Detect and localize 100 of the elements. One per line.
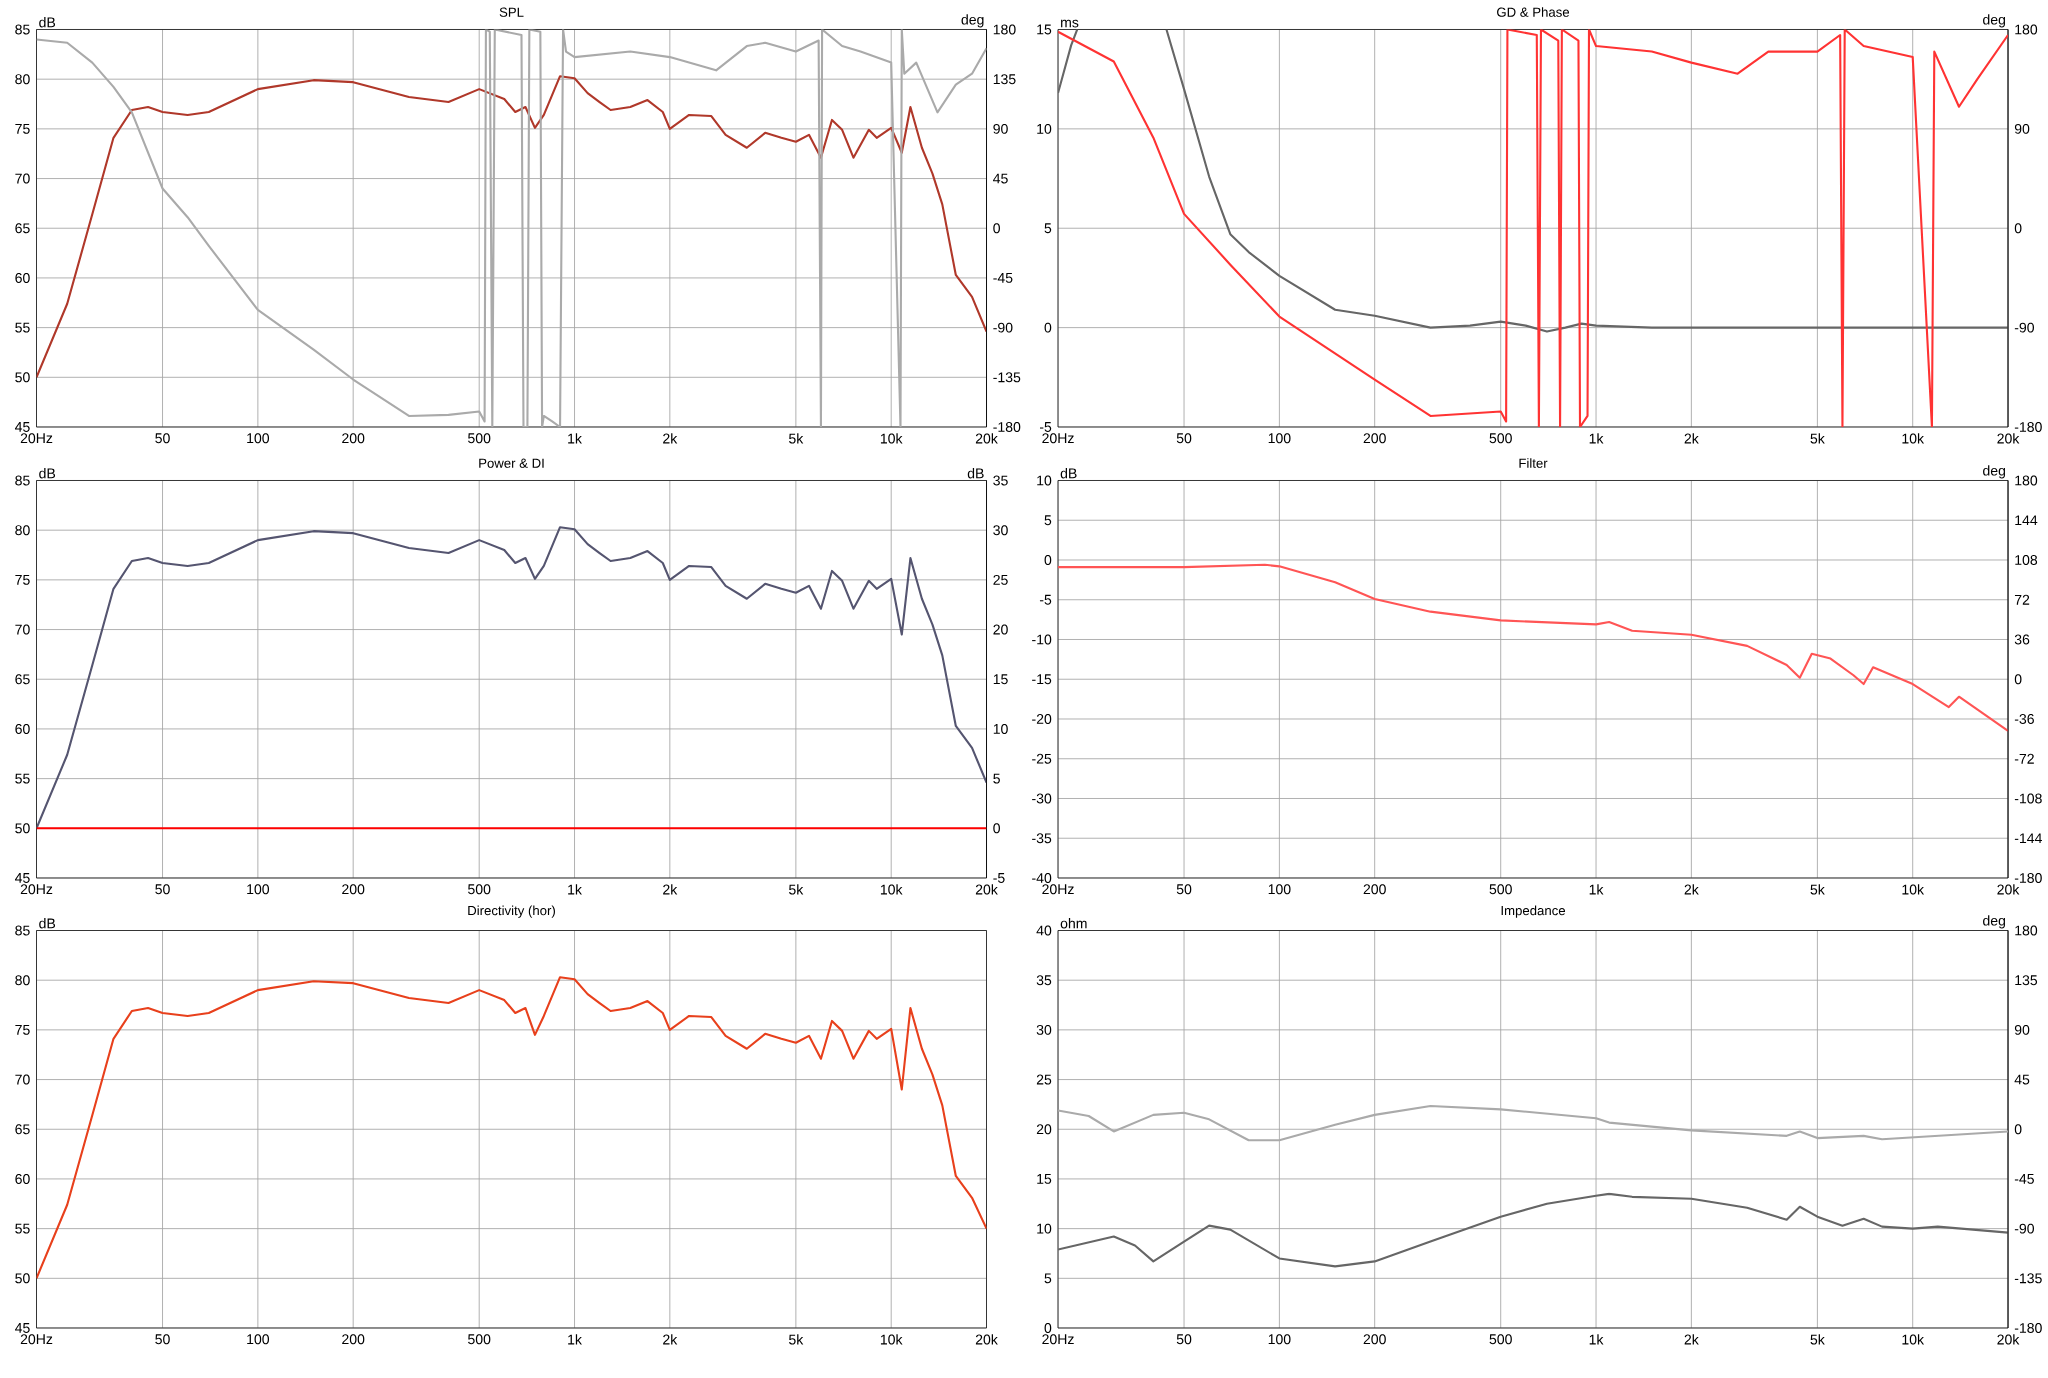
x-tick-label: 20Hz [20, 1334, 53, 1345]
y-tick-label: 50 [15, 372, 30, 383]
x-tick-label: 2k [1684, 1334, 1699, 1345]
x-tick-label: 10k [880, 1334, 903, 1345]
x-tick-label: 100 [1268, 1334, 1291, 1345]
x-tick-label: 2k [663, 433, 678, 444]
y2-tick-label: 135 [2015, 975, 2038, 986]
y-tick-label: 65 [15, 1124, 30, 1135]
y-tick-label: 30 [1036, 1024, 1052, 1035]
x-tick-label: 50 [155, 884, 170, 895]
x-tick-label: 5k [1810, 1334, 1825, 1345]
y-tick-label: 70 [15, 1074, 30, 1085]
y2-tick-label: -180 [2014, 1323, 2042, 1333]
y2-tick-label: 90 [2014, 1024, 2030, 1035]
y2-tick-label: 10 [993, 723, 1008, 734]
chart-title: GD & Phase [1497, 7, 1570, 17]
y2-tick-label: -36 [2014, 714, 2034, 724]
y-tick-label: 5 [1044, 515, 1052, 526]
x-tick-label: 200 [1363, 884, 1386, 895]
y-tick-label: 75 [15, 1024, 30, 1035]
y-tick-label: 50 [15, 1273, 30, 1284]
y-tick-label: 80 [15, 975, 30, 986]
y2-tick-label: 20 [993, 624, 1008, 635]
x-tick-label: 5k [788, 1334, 804, 1345]
y-tick-label: -10 [1032, 634, 1052, 645]
x-tick-label: 1k [568, 884, 582, 895]
x-tick-label: 20Hz [20, 884, 53, 895]
y2-tick-label: 0 [993, 823, 1000, 834]
x-tick-label: 10k [1902, 433, 1925, 444]
y2-tick-label: -90 [993, 322, 1013, 333]
y-tick-label: 75 [15, 574, 30, 585]
y2-tick-label: -45 [993, 273, 1013, 283]
x-tick-label: 200 [342, 884, 365, 895]
y2-tick-label: 180 [2015, 925, 2038, 936]
y2-tick-label: 135 [993, 74, 1016, 85]
y2-tick-label: 90 [993, 123, 1008, 134]
y2-tick-label: -45 [2014, 1174, 2034, 1184]
y-tick-label: 70 [15, 624, 30, 635]
y-axis-title: dB [39, 17, 56, 28]
chart-title: Impedance [1501, 905, 1566, 918]
y2-tick-label: -180 [993, 422, 1021, 432]
x-tick-label: 50 [155, 433, 170, 444]
y2-tick-label: 25 [993, 574, 1008, 585]
x-tick-label: 100 [247, 433, 270, 444]
y-tick-label: 45 [14, 1323, 30, 1333]
x-tick-label: 500 [468, 1334, 491, 1345]
x-tick-label: 50 [155, 1334, 170, 1345]
y-tick-label: -5 [1039, 422, 1052, 432]
y2-tick-label: -135 [993, 372, 1021, 383]
y-tick-label: -30 [1032, 793, 1052, 804]
y2-tick-label: 0 [2014, 1124, 2022, 1135]
y2-tick-label: 15 [993, 674, 1008, 685]
y-axis-title: dB [39, 468, 56, 479]
y2-tick-label: 144 [2015, 515, 2038, 526]
y2-tick-label: 0 [2014, 223, 2022, 234]
x-tick-label: 200 [1363, 433, 1386, 444]
y-tick-label: -25 [1032, 753, 1052, 764]
x-tick-label: 20Hz [1042, 433, 1074, 444]
y2-tick-label: 90 [2014, 123, 2030, 134]
y-tick-label: 85 [15, 925, 30, 936]
y-tick-label: 35 [1036, 975, 1052, 986]
y-tick-label: -20 [1032, 714, 1052, 724]
x-tick-label: 100 [1268, 884, 1291, 895]
y-tick-label: 85 [15, 475, 30, 486]
x-tick-label: 2k [663, 1334, 678, 1345]
y2-tick-label: 45 [993, 173, 1008, 184]
y-tick-label: 0 [1044, 322, 1052, 333]
y2-tick-label: 180 [2015, 24, 2038, 35]
y-tick-label: 25 [1036, 1074, 1052, 1085]
chart-title: Directivity (hor) [468, 905, 555, 918]
y-axis-title: ms [1061, 19, 1079, 28]
y-tick-label: 60 [15, 1173, 30, 1184]
x-tick-label: 20Hz [20, 433, 53, 444]
y-tick-label: -5 [1039, 594, 1052, 605]
y-tick-label: 85 [15, 24, 30, 35]
y-tick-label: 5 [1044, 1273, 1052, 1284]
y-tick-label: 45 [14, 873, 30, 883]
x-tick-label: 20k [975, 1334, 998, 1345]
x-tick-label: 200 [1363, 1334, 1386, 1345]
x-tick-label: 20Hz [1042, 1334, 1074, 1345]
y-tick-label: 5 [1044, 223, 1052, 234]
x-tick-label: 200 [342, 1334, 365, 1345]
y-tick-label: 10 [1037, 123, 1052, 134]
y-tick-label: -35 [1032, 833, 1052, 844]
x-tick-label: 50 [1176, 433, 1192, 444]
y2-tick-label: 0 [2014, 674, 2022, 685]
y-tick-label: 75 [15, 123, 30, 134]
x-tick-label: 500 [468, 433, 491, 444]
x-tick-label: 20k [1997, 1334, 2020, 1345]
x-tick-label: 20k [975, 433, 998, 444]
y2-tick-label: 36 [2014, 634, 2030, 645]
x-tick-label: 100 [247, 884, 270, 895]
x-tick-label: 10k [1902, 1334, 1925, 1345]
y2-axis-title: deg [1983, 465, 2006, 479]
y-tick-label: 55 [15, 322, 30, 333]
x-tick-label: 500 [1489, 884, 1512, 895]
y-axis-title: dB [39, 918, 56, 929]
x-tick-label: 20k [975, 884, 998, 895]
y2-tick-label: 108 [2015, 555, 2038, 565]
y2-axis-title: deg [961, 14, 984, 28]
